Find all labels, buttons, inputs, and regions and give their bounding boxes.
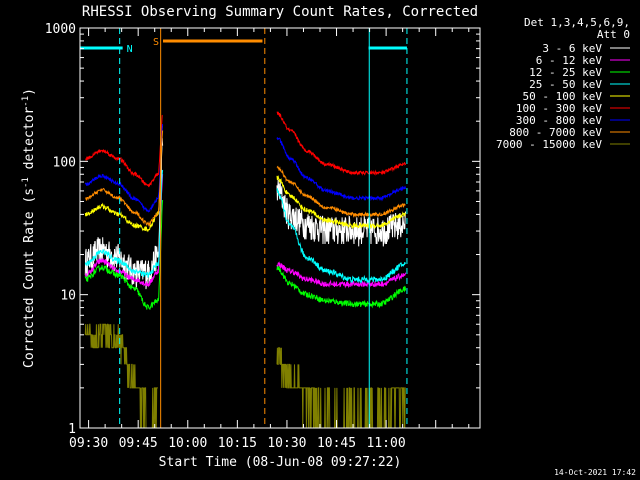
series-line-7 xyxy=(85,130,164,227)
legend-label: 25 - 50 keV xyxy=(529,78,602,91)
x-tick-label: 10:15 xyxy=(218,436,257,451)
legend-header-attenuator: Att 0 xyxy=(597,28,630,41)
series-line-6 xyxy=(276,137,407,202)
y-axis-label: Corrected Count Rate (s-1 detector-1) xyxy=(21,88,37,368)
series-line-1 xyxy=(84,174,164,288)
series-line-0 xyxy=(276,179,407,247)
chart-title: RHESSI Observing Summary Count Rates, Co… xyxy=(82,4,478,20)
legend-label: 7000 - 15000 keV xyxy=(496,138,602,151)
series-line-4 xyxy=(84,125,164,233)
series-line-8 xyxy=(84,323,158,429)
series-line-5 xyxy=(85,114,163,188)
y-tick-label: 1 xyxy=(68,422,76,437)
x-tick-label: 10:00 xyxy=(168,436,207,451)
x-tick-label: 10:30 xyxy=(267,436,306,451)
plot-frame xyxy=(79,27,481,429)
series-line-5 xyxy=(276,111,407,176)
legend-header-detectors: Det 1,3,4,5,6,9, xyxy=(524,16,630,29)
legend-label: 300 - 800 keV xyxy=(516,114,602,127)
observing-flags: NS xyxy=(80,37,407,55)
x-tick-label: 09:30 xyxy=(69,436,108,451)
series-line-2 xyxy=(84,199,164,310)
y-tick-label: 100 xyxy=(53,155,76,170)
x-tick-label: 11:00 xyxy=(367,436,406,451)
series-line-4 xyxy=(276,175,406,230)
legend-label: 100 - 300 keV xyxy=(516,102,602,115)
y-tick-label: 1000 xyxy=(45,22,76,37)
legend-label: 3 - 6 keV xyxy=(542,42,602,55)
legend-label: 6 - 12 keV xyxy=(536,54,603,67)
series-line-2 xyxy=(276,265,407,309)
x-axis-ticks: 09:30 09:45 10:00 10:15 10:30 10:45 11:00 xyxy=(69,28,470,451)
x-tick-label: 09:45 xyxy=(119,436,158,451)
x-tick-label: 10:45 xyxy=(317,436,356,451)
series-line-3 xyxy=(84,169,164,279)
series-line-1 xyxy=(276,261,407,289)
y-tick-label: 10 xyxy=(60,289,76,304)
series-line-7 xyxy=(276,165,406,218)
x-axis-label: Start Time (08-Jun-08 09:27:22) xyxy=(159,455,402,470)
legend-label: 50 - 100 keV xyxy=(523,90,603,103)
y-axis-ticks: 1 10 100 1000 xyxy=(45,22,480,437)
legend-label: 800 - 7000 keV xyxy=(509,126,602,139)
series-line-6 xyxy=(84,124,164,213)
series-line-3 xyxy=(276,188,406,284)
flag-label: N xyxy=(127,44,133,55)
generation-timestamp: 14-Oct-2021 17:42 xyxy=(554,468,636,477)
flag-label: S xyxy=(153,37,159,48)
legend-label: 12 - 25 keV xyxy=(529,66,602,79)
